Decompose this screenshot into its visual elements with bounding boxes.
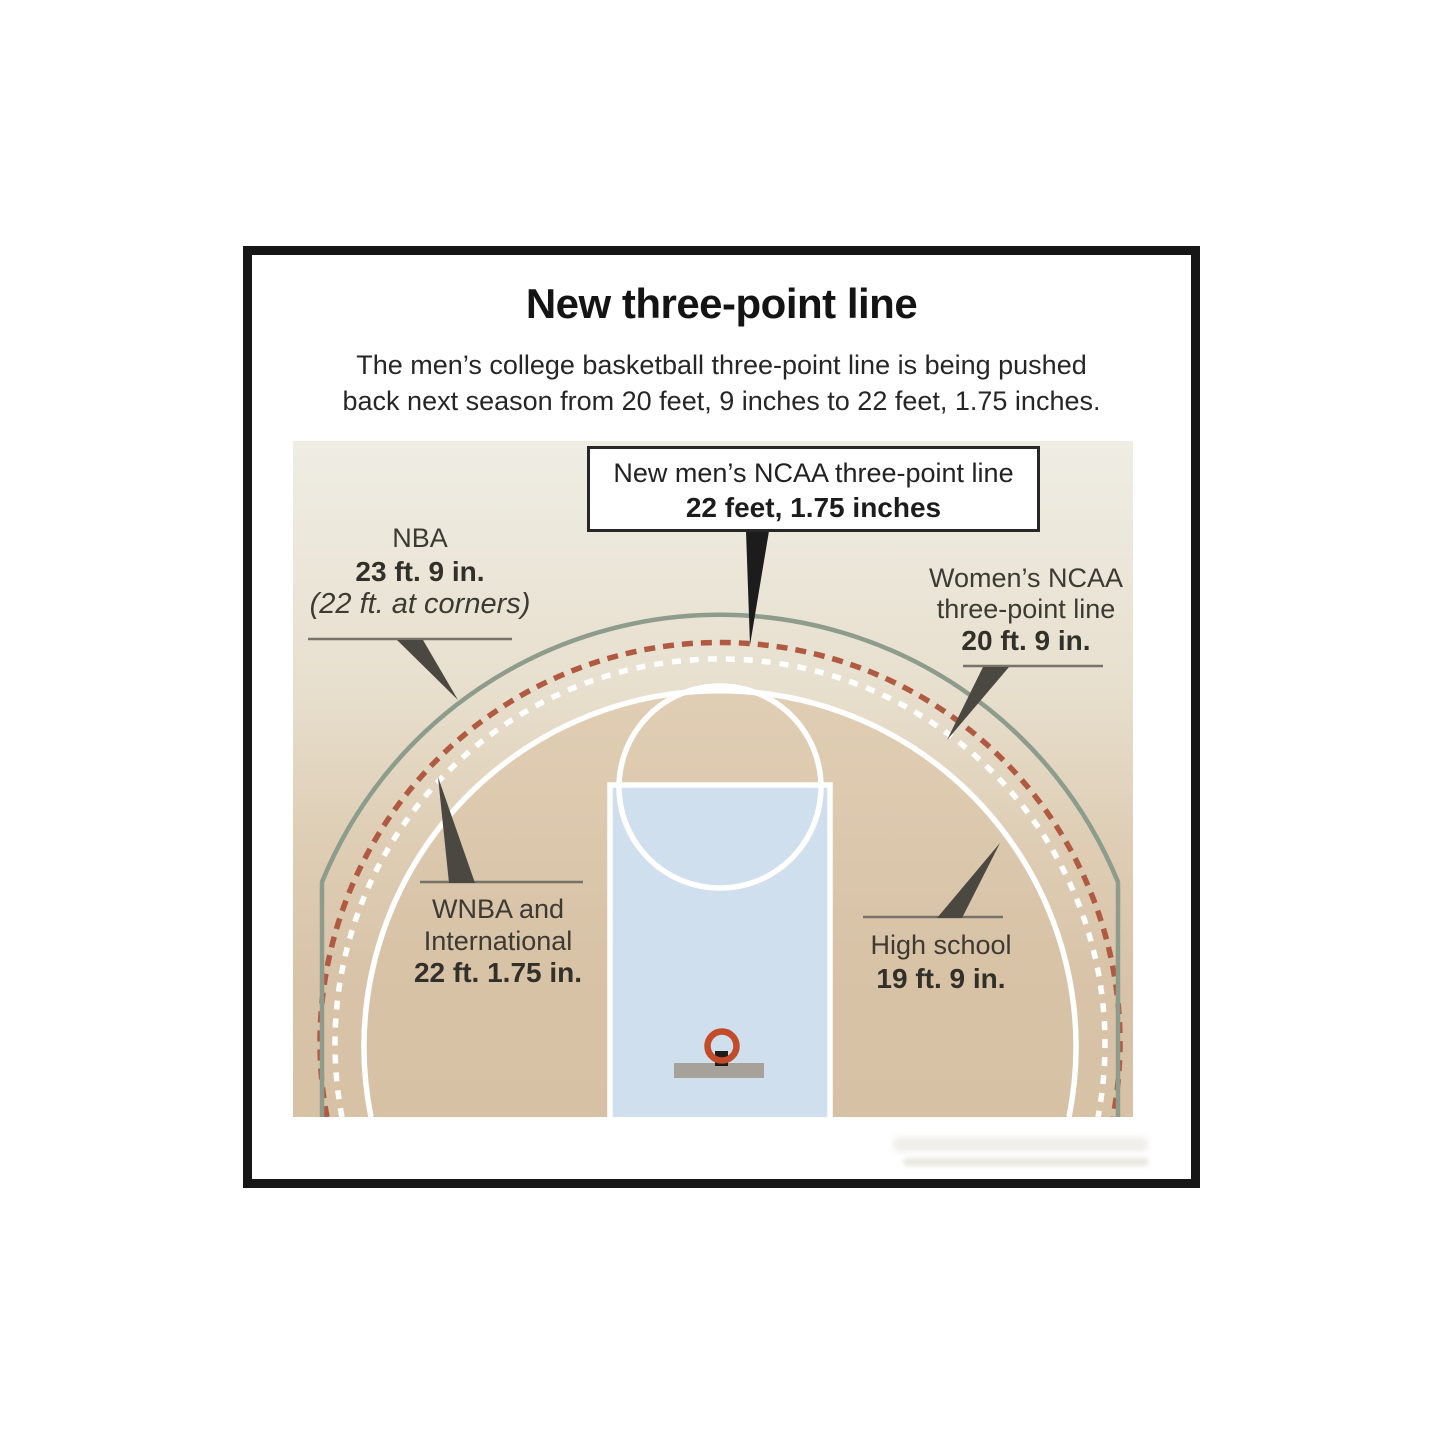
wnba-name-line2: International	[423, 926, 573, 956]
womens-name-line1: Women’s NCAA	[928, 563, 1124, 593]
pointer-womens	[947, 667, 1009, 740]
label-high-school: High school 19 ft. 9 in.	[870, 929, 1011, 995]
nba-name: NBA	[392, 523, 448, 553]
wnba-distance: 22 ft. 1.75 in.	[413, 957, 583, 988]
womens-distance: 20 ft. 9 in.	[961, 625, 1091, 656]
callout-new-ncaa-line: New men’s NCAA three-point line 22 feet,…	[587, 446, 1040, 532]
pointer-wnba	[438, 777, 475, 883]
label-nba: NBA 23 ft. 9 in. (22 ft. at corners)	[310, 522, 531, 621]
high-school-distance: 19 ft. 9 in.	[876, 963, 1006, 994]
subtitle-line-2: back next season from 20 feet, 9 inches …	[342, 386, 1101, 416]
label-womens-ncaa: Women’s NCAA three-point line 20 ft. 9 i…	[929, 563, 1123, 656]
womens-ncaa-three-point-line	[332, 656, 1108, 1117]
womens-name-line2: three-point line	[936, 594, 1116, 624]
page-title: New three-point line	[525, 280, 918, 327]
faint-credit-smudge	[893, 1137, 1148, 1152]
pointer-callout	[746, 531, 769, 645]
faint-credit-smudge-2	[903, 1158, 1149, 1166]
pointer-high-school	[937, 843, 1000, 918]
backboard	[674, 1063, 764, 1078]
nba-three-point-line	[319, 612, 1121, 1117]
high-school-name: High school	[870, 930, 1012, 960]
label-wnba-international: WNBA and International 22 ft. 1.75 in.	[414, 893, 582, 989]
callout-value: 22 feet, 1.75 inches	[685, 492, 942, 523]
subtitle-line-1: The men’s college basketball three-point…	[356, 350, 1087, 380]
basketball-hoop-icon	[704, 1028, 740, 1064]
new-ncaa-three-point-line	[317, 639, 1123, 1117]
subtitle: The men’s college basketball three-point…	[243, 347, 1200, 419]
wnba-name-line1: WNBA and	[431, 894, 565, 924]
lane-border	[607, 782, 833, 1117]
callout-title: New men’s NCAA three-point line	[613, 458, 1014, 488]
court-diagram	[293, 441, 1133, 1117]
nba-distance: 23 ft. 9 in.	[355, 556, 485, 587]
pointer-nba	[397, 640, 458, 700]
nba-corner-note: (22 ft. at corners)	[309, 588, 531, 620]
high-school-three-point-line	[361, 688, 1079, 1117]
